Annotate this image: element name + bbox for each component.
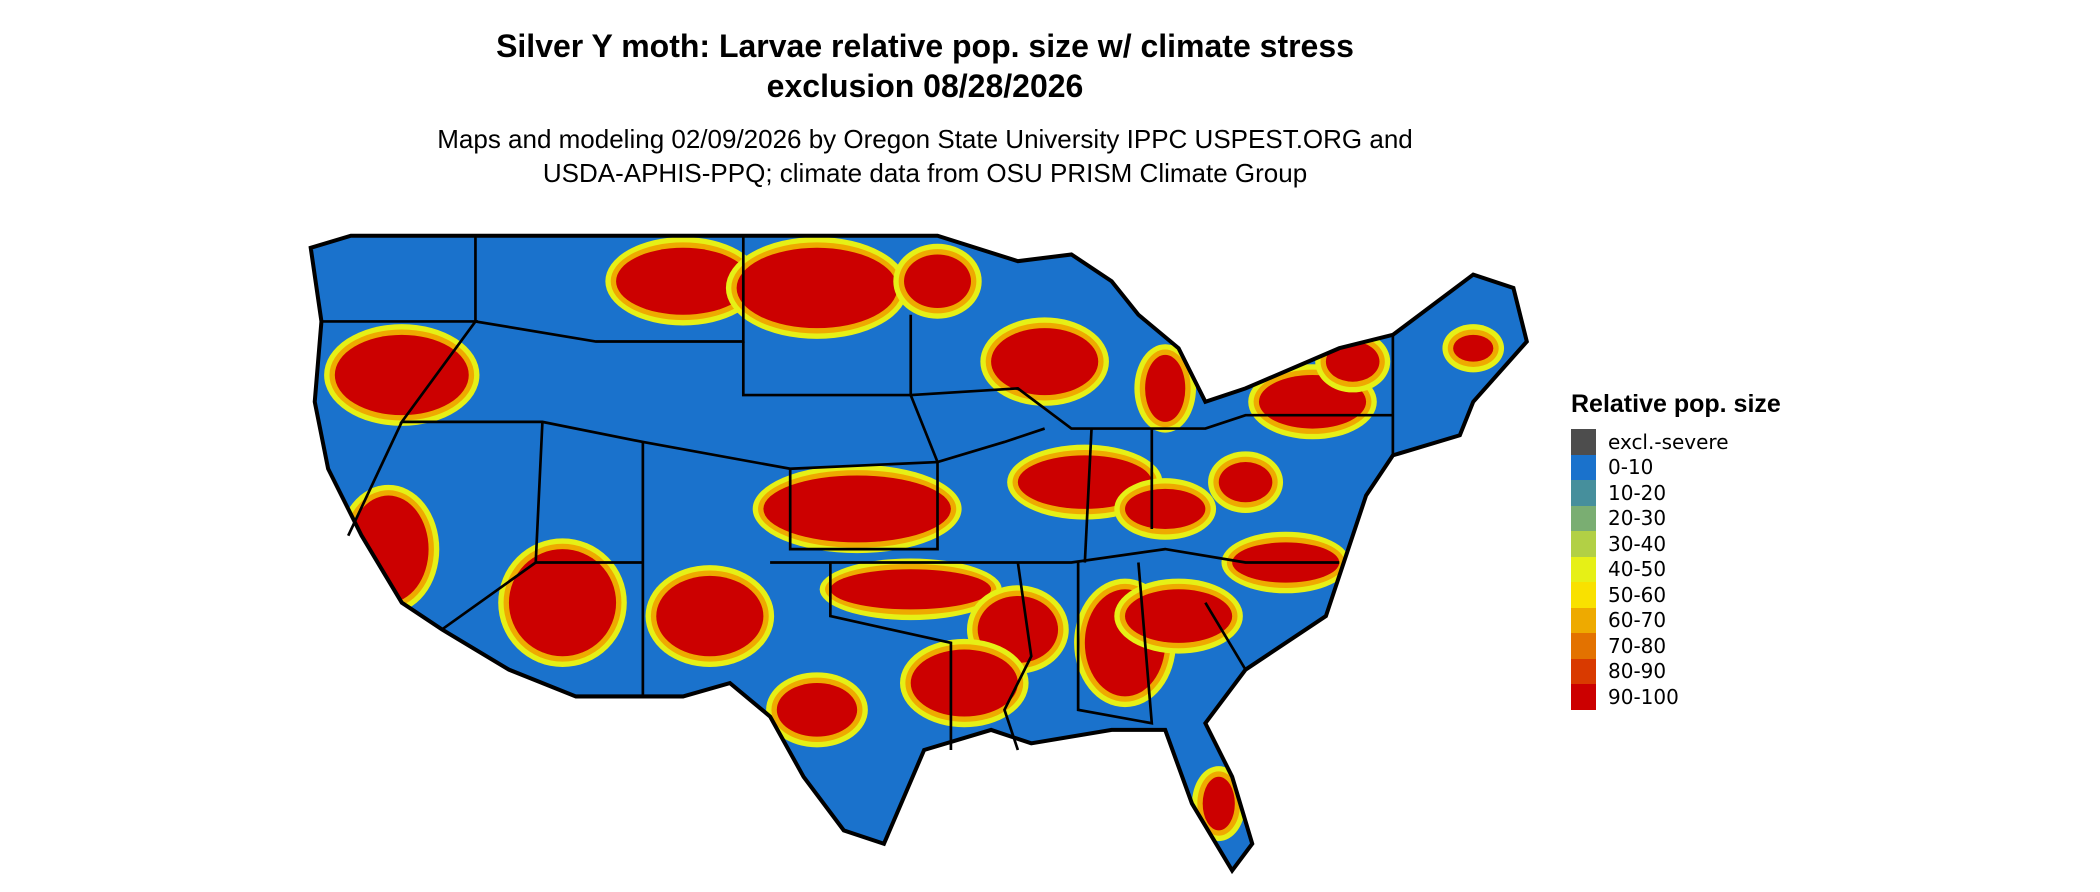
legend-title: Relative pop. size <box>1571 390 1781 418</box>
legend-item: 90-100 <box>1571 684 1781 710</box>
heat-blob <box>616 247 751 315</box>
legend-item: 0-10 <box>1571 454 1781 480</box>
heat-blob <box>1017 455 1152 509</box>
legend-label: 80-90 <box>1608 659 1667 684</box>
legend-swatch <box>1571 633 1596 659</box>
legend-item: 50-60 <box>1571 582 1781 608</box>
legend-swatch <box>1571 684 1596 710</box>
heat-blob <box>1218 462 1273 503</box>
heat-blob <box>763 475 951 543</box>
legend-swatch <box>1571 454 1596 480</box>
map-subtitle-line1: Maps and modeling 02/09/2026 by Oregon S… <box>437 124 1413 154</box>
legend-swatch <box>1571 607 1596 633</box>
legend-swatch <box>1571 429 1596 455</box>
legend-label: 70-80 <box>1608 633 1667 658</box>
heat-blob <box>1145 354 1186 422</box>
legend-label: 40-50 <box>1608 557 1667 582</box>
legend-item: 70-80 <box>1571 633 1781 659</box>
legend-swatch <box>1571 505 1596 531</box>
legend-item: 80-90 <box>1571 658 1781 684</box>
legend-swatch <box>1571 556 1596 582</box>
legend-swatch <box>1571 531 1596 557</box>
heat-blob <box>1453 334 1494 362</box>
legend-label: 30-40 <box>1608 531 1667 556</box>
state-boundaries <box>311 236 1527 871</box>
heat-blob <box>656 575 764 657</box>
legend-label: 50-60 <box>1608 582 1667 607</box>
heat-blob <box>1325 341 1380 382</box>
heat-blob <box>736 247 898 329</box>
legend-item: 40-50 <box>1571 556 1781 582</box>
legend-item: 10-20 <box>1571 480 1781 506</box>
legend-item: excl.-severe <box>1571 429 1781 455</box>
map-base-0-10 <box>310 235 1527 871</box>
legend-label: 60-70 <box>1608 608 1667 633</box>
legend-item: 30-40 <box>1571 531 1781 557</box>
heat-blob <box>508 549 617 657</box>
heat-blob <box>904 254 971 309</box>
heat-blob <box>991 328 1099 396</box>
heat-blob <box>334 334 469 416</box>
legend-item: 60-70 <box>1571 607 1781 633</box>
legend-label: 0-10 <box>1608 455 1654 480</box>
legend: Relative pop. size excl.-severe 0-10 10-20… <box>1571 390 1781 710</box>
map-title-line1: Silver Y moth: Larvae relative pop. size… <box>496 28 1354 64</box>
legend-label: 10-20 <box>1608 480 1667 505</box>
heat-blob <box>910 649 1018 717</box>
heat-blob <box>1202 776 1235 831</box>
legend-label: 20-30 <box>1608 506 1667 531</box>
heat-blob <box>830 569 992 610</box>
legend-swatch <box>1571 658 1596 684</box>
map-title-line2: exclusion 08/28/2026 <box>766 68 1084 104</box>
legend-swatch <box>1571 480 1596 506</box>
heat-blob <box>1125 488 1206 530</box>
map-subtitle-line2: USDA-APHIS-PPQ; climate data from OSU PR… <box>542 158 1308 188</box>
heat-blob <box>776 683 858 737</box>
legend-item: 20-30 <box>1571 505 1781 531</box>
legend-swatch <box>1571 582 1596 608</box>
legend-label: 90-100 <box>1608 684 1679 709</box>
legend-label: excl.-severe <box>1608 429 1729 454</box>
